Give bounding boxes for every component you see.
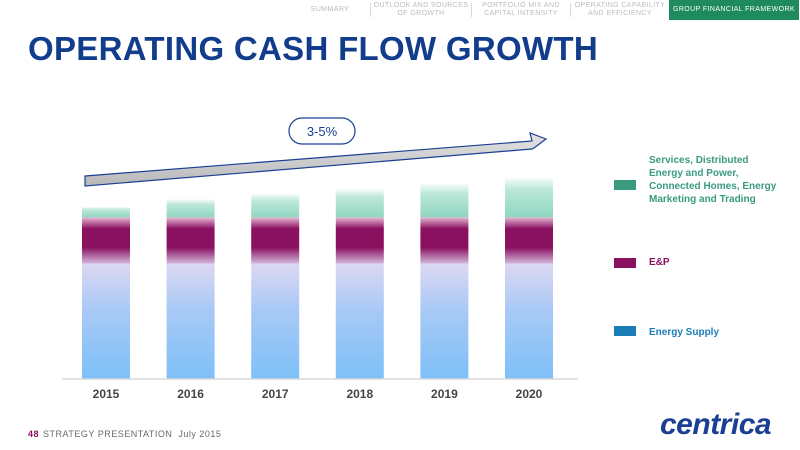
bar-services-2016 — [166, 198, 215, 218]
legend-label-energy-supply: Energy Supply — [649, 327, 720, 338]
nav-tab-label: OPERATING CAPABILITY AND EFFICIENCY — [574, 2, 666, 17]
nav-tab-operating[interactable]: OPERATING CAPABILITY AND EFFICIENCY — [571, 0, 669, 20]
x-tick-label: 2017 — [262, 387, 289, 401]
bar-energy-supply-2018 — [335, 263, 384, 379]
top-nav: SUMMARY OUTLOOK AND SOURCES OF GROWTH PO… — [290, 0, 800, 20]
nav-tab-label: SUMMARY — [310, 6, 350, 13]
bar-energy-supply-2019 — [420, 263, 469, 379]
x-tick-label: 2019 — [431, 387, 458, 401]
nav-tab-outlook[interactable]: OUTLOOK AND SOURCES OF GROWTH — [371, 0, 471, 20]
nav-divider — [471, 3, 472, 17]
centrica-logo: centrica — [660, 408, 772, 441]
legend-label-ep: E&P — [649, 257, 670, 268]
page-number: 48 — [28, 429, 40, 439]
footer-date: July 2015 — [178, 429, 222, 439]
footer: 48 STRATEGY PRESENTATION July 2015 — [28, 429, 221, 439]
bar-services-2017 — [251, 193, 300, 218]
x-tick-label: 2016 — [177, 387, 204, 401]
legend-label-services: Services, Distributed Energy and Power, … — [649, 155, 777, 205]
nav-tab-financial[interactable]: GROUP FINANCIAL FRAMEWORK — [669, 0, 799, 20]
growth-annotation: 3-5% — [307, 124, 338, 139]
x-tick-label: 2018 — [346, 387, 373, 401]
nav-tab-portfolio[interactable]: PORTFOLIO MIX AND CAPITAL INTENSITY — [472, 0, 570, 20]
footer-text: STRATEGY PRESENTATION — [43, 429, 173, 439]
bar-services-2020 — [505, 176, 553, 218]
bar-ep-2016 — [166, 217, 215, 264]
page-title: OPERATING CASH FLOW GROWTH — [28, 30, 598, 67]
nav-divider — [570, 3, 571, 17]
bar-services-2018 — [335, 188, 384, 218]
bar-ep-2020 — [505, 217, 553, 264]
bar-ep-2017 — [251, 217, 300, 264]
bar-energy-supply-2016 — [166, 263, 215, 379]
growth-arrow — [84, 132, 548, 187]
bar-ep-2019 — [420, 217, 469, 264]
bar-energy-supply-2020 — [505, 263, 553, 379]
bars-group — [82, 176, 553, 379]
bar-energy-supply-2015 — [82, 263, 130, 379]
x-tick-label: 2015 — [93, 387, 120, 401]
legend-swatch-energy-supply — [614, 326, 636, 336]
x-tick-label: 2020 — [516, 387, 543, 401]
nav-tab-summary[interactable]: SUMMARY — [290, 0, 370, 20]
legend-swatch-ep — [614, 258, 636, 268]
x-tick-labels: 2015 2016 2017 2018 2019 2020 — [93, 387, 543, 401]
nav-tab-label: OUTLOOK AND SOURCES OF GROWTH — [373, 2, 469, 17]
bar-services-2015 — [82, 206, 130, 218]
nav-divider — [370, 3, 371, 17]
bar-ep-2018 — [335, 217, 384, 264]
bar-ep-2015 — [82, 217, 130, 264]
bar-energy-supply-2017 — [251, 263, 300, 379]
legend-swatch-services — [614, 180, 636, 190]
nav-tab-label: PORTFOLIO MIX AND CAPITAL INTENSITY — [482, 2, 560, 17]
growth-annotation-box — [288, 117, 356, 145]
bar-services-2019 — [420, 182, 469, 218]
nav-tab-label: GROUP FINANCIAL FRAMEWORK — [672, 6, 795, 13]
